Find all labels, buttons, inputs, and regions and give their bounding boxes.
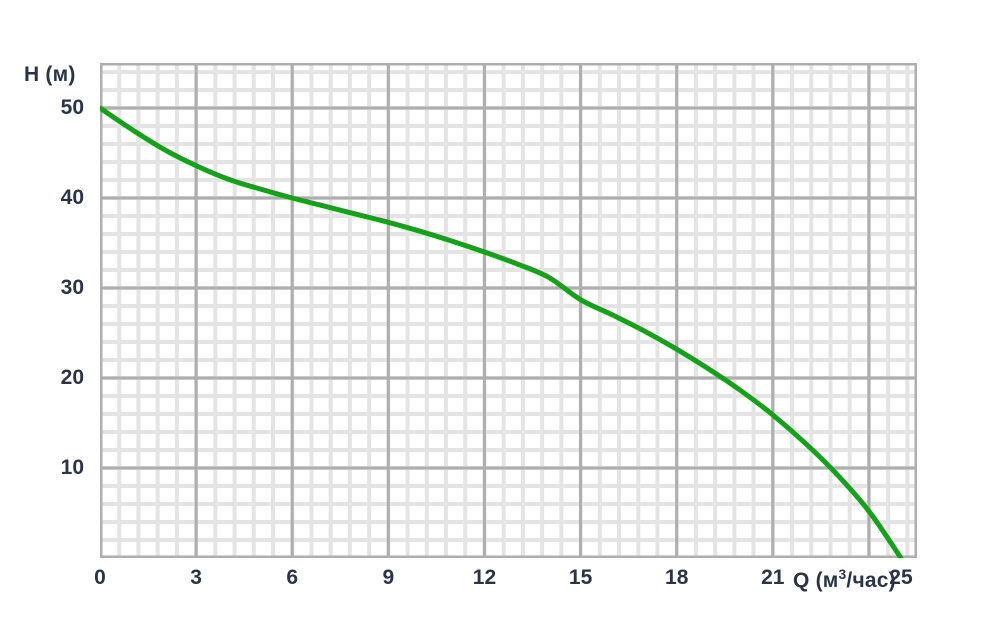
minor-gridlines: [100, 63, 917, 558]
x-tick-label: 3: [190, 566, 202, 589]
x-tick-label: 12: [472, 566, 497, 589]
major-gridlines: [100, 63, 917, 558]
plot-border: [100, 63, 917, 558]
x-tick-label: 18: [665, 566, 689, 589]
x-tick-label: 25: [889, 566, 913, 589]
y-tick-label: 10: [60, 456, 84, 479]
x-axis-title: Q (м3/час): [793, 566, 896, 593]
y-tick-label: 40: [60, 186, 84, 209]
x-axis-title-suffix: /час): [846, 569, 896, 592]
x-axis-title-prefix: Q (м: [793, 569, 839, 592]
y-tick-label: 30: [60, 276, 84, 299]
x-tick-label: 0: [94, 566, 106, 589]
plot-area: [100, 63, 917, 558]
y-tick-label: 50: [60, 96, 84, 119]
plot-svg: [100, 63, 917, 558]
x-tick-label: 21: [761, 566, 785, 589]
x-tick-label: 6: [286, 566, 299, 589]
x-axis-title-superscript: 3: [838, 566, 847, 582]
x-tick-label: 9: [382, 566, 395, 589]
x-tick-label: 15: [568, 566, 593, 589]
pump-head-curve: [100, 105, 904, 558]
y-tick-label: 20: [60, 366, 84, 389]
y-axis-title: H (м): [24, 63, 76, 86]
